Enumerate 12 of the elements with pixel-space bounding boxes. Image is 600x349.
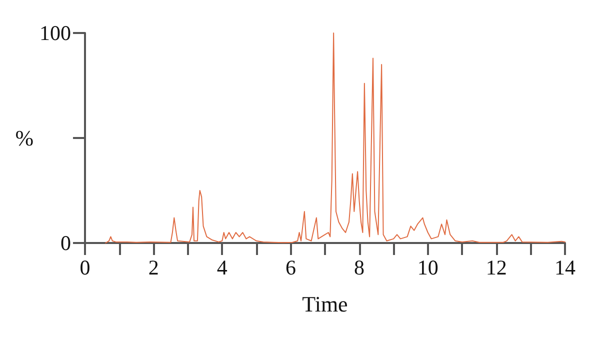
line-series bbox=[105, 32, 566, 244]
x-tick-label: 14 bbox=[554, 256, 576, 280]
y-axis-title: % bbox=[15, 126, 34, 150]
x-axis-title: Time bbox=[302, 292, 348, 316]
x-tick-label: 8 bbox=[354, 256, 365, 280]
x-tick-label: 0 bbox=[80, 256, 90, 280]
y-tick-label: 100 bbox=[40, 21, 71, 45]
x-tick-label: 6 bbox=[285, 256, 296, 280]
x-tick-label: 4 bbox=[216, 256, 228, 280]
x-tick-label: 2 bbox=[148, 256, 159, 280]
x-tick-label: 12 bbox=[486, 256, 507, 280]
x-tick-label: 10 bbox=[417, 256, 438, 280]
